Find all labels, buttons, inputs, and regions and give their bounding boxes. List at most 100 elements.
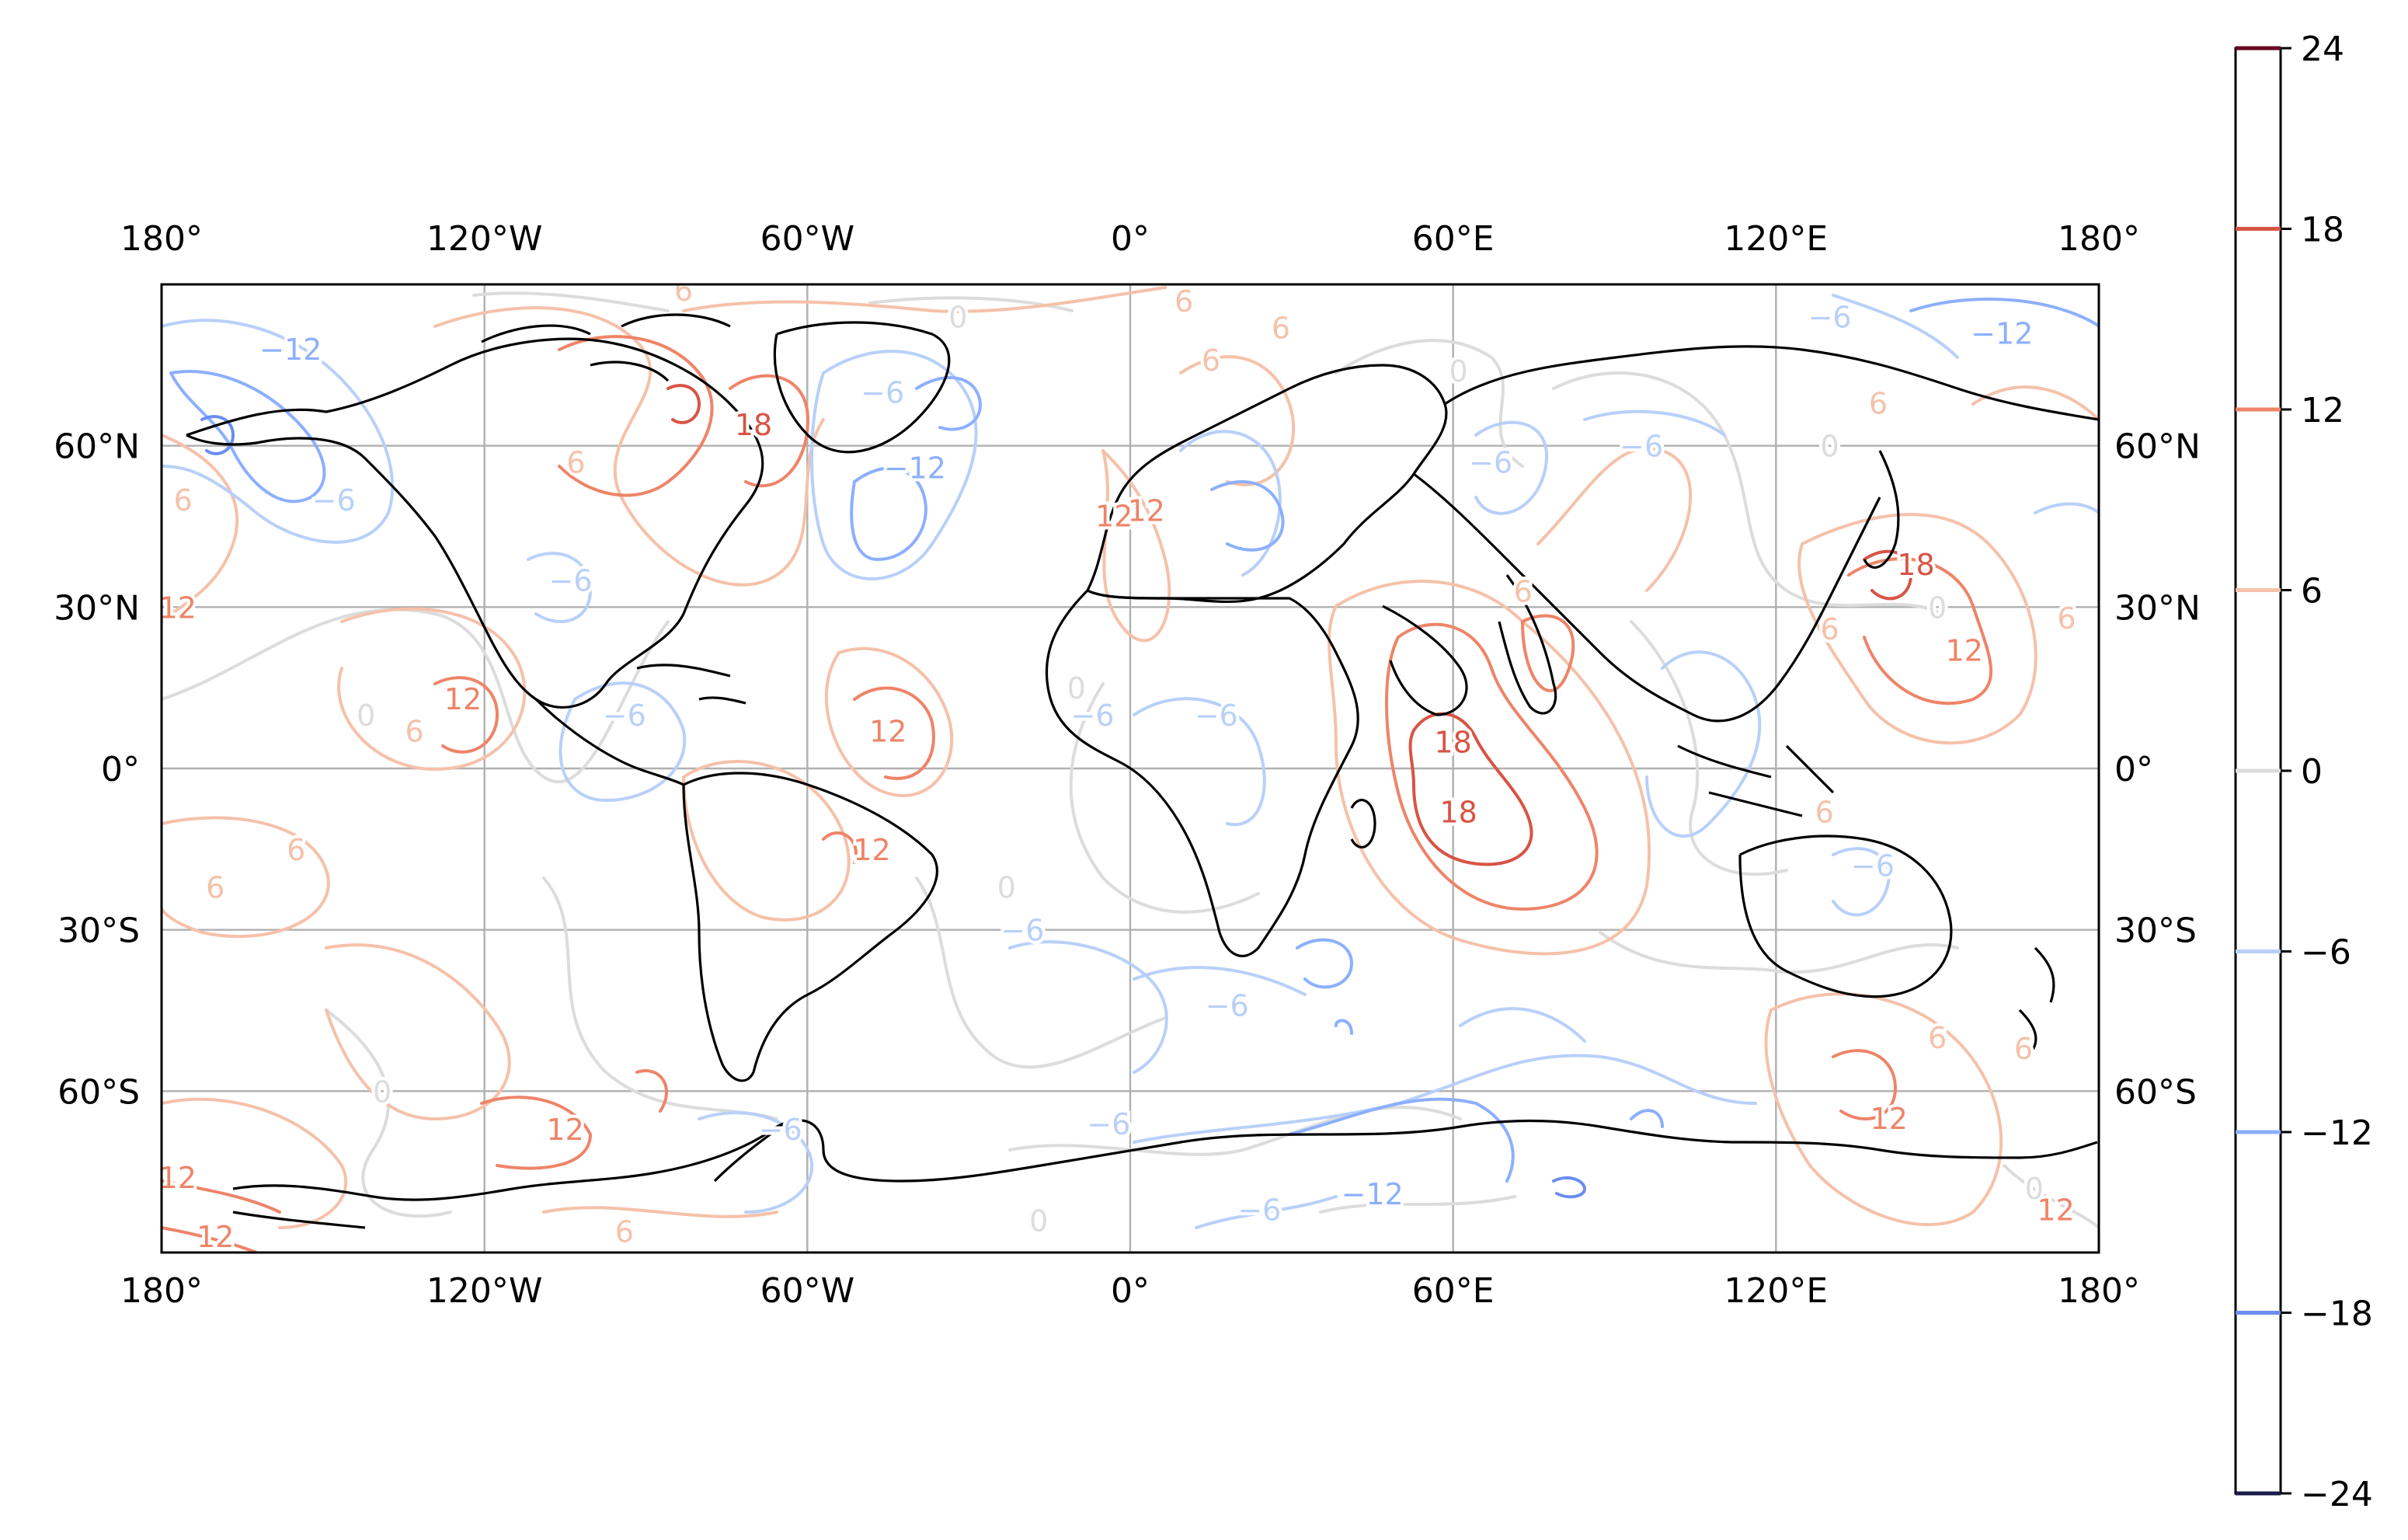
contour-line xyxy=(162,1226,258,1253)
colorbar-tick-label: 18 xyxy=(2301,211,2344,250)
coastline-arabia xyxy=(1382,605,1468,716)
longitude-tick-label-bottom: 60°E xyxy=(1412,1271,1495,1311)
contour-label: 6 xyxy=(1815,795,1834,829)
contour-line xyxy=(698,1111,814,1214)
contour-label: 0 xyxy=(2025,1172,2044,1206)
contour-label: 12 xyxy=(546,1113,583,1147)
contour-line xyxy=(1599,931,1959,974)
contour-line xyxy=(1909,298,2099,328)
longitude-tick-label-top: 60°W xyxy=(760,219,855,259)
contour-label: 18 xyxy=(735,408,772,442)
contour-line xyxy=(1630,1109,1664,1128)
contour-line xyxy=(162,608,670,784)
contour-label: 12 xyxy=(197,1220,234,1254)
longitude-tick-label-top: 120°W xyxy=(426,219,543,259)
contour-label: −6 xyxy=(1851,849,1895,883)
contour-level-0 xyxy=(162,291,2099,1229)
contour-line xyxy=(1536,446,1693,592)
contour-line xyxy=(1334,339,1524,468)
colorbar-ticks: 24 18 12 6 0 −6 −12 −18 −24 xyxy=(2281,30,2373,1514)
contour-label: 6 xyxy=(1514,575,1533,609)
contour-line xyxy=(2003,1164,2099,1229)
latitude-tick-label-right: 0° xyxy=(2114,750,2153,789)
coastline-india xyxy=(1498,574,1557,715)
contour-line xyxy=(1645,650,1762,838)
contour-line xyxy=(527,552,592,623)
contour-line xyxy=(1133,697,1266,827)
contour-line xyxy=(200,415,235,455)
contour-line xyxy=(1847,557,1992,706)
contour-label: 0 xyxy=(1928,591,1947,625)
contour-line xyxy=(433,676,499,754)
colorbar-tick-label: −18 xyxy=(2301,1294,2373,1334)
contour-label: 6 xyxy=(615,1214,634,1249)
contour-line xyxy=(1069,682,1260,914)
longitude-tick-label-bottom: 60°W xyxy=(760,1271,855,1311)
contour-line xyxy=(1195,1195,1338,1229)
colorbar-tick-label: 6 xyxy=(2301,572,2323,611)
latitude-tick-label-left: 30°N xyxy=(54,588,140,628)
contour-line xyxy=(162,816,330,939)
graticule xyxy=(162,284,2099,1253)
contour-line xyxy=(1133,1054,1757,1144)
colorbar-tick-label: −12 xyxy=(2301,1113,2373,1153)
latitude-tick-label-right: 60°N xyxy=(2114,427,2201,467)
latitude-tick-label-left: 60°S xyxy=(57,1072,140,1112)
contour-line xyxy=(666,384,701,424)
contour-line xyxy=(169,370,326,503)
contour-label: 12 xyxy=(2037,1193,2074,1228)
colorbar-tick-label: 0 xyxy=(2301,752,2323,792)
contour-label: 12 xyxy=(444,682,482,716)
latitude-tick-label-left: 0° xyxy=(101,750,140,789)
contour-label: 6 xyxy=(174,483,193,517)
contour-label: 18 xyxy=(1439,795,1477,829)
coastline-japan xyxy=(1863,450,1900,569)
coastline-asia xyxy=(1413,345,2099,723)
contour-line xyxy=(480,1096,592,1170)
contour-line xyxy=(1552,1176,1586,1199)
coastline-greenland xyxy=(773,321,951,454)
contour-label: 12 xyxy=(869,715,906,749)
contour-label: 12 xyxy=(159,1161,197,1195)
contour-label: −6 xyxy=(548,564,592,598)
contour-label: 0 xyxy=(373,1075,391,1109)
contour-line xyxy=(325,943,511,1120)
contour-label: 12 xyxy=(1946,634,1983,668)
contour-label: 0 xyxy=(1821,430,1839,464)
contour-line xyxy=(1288,1097,1515,1183)
contour-label: −6 xyxy=(1237,1193,1281,1228)
contour-level-6 xyxy=(162,286,2099,1229)
contour-level-18 xyxy=(666,384,1912,866)
coastline-south-america xyxy=(682,772,938,1082)
contour-level-minus-6 xyxy=(162,294,2099,1229)
contour-label: 6 xyxy=(2014,1032,2033,1066)
contour-label: 18 xyxy=(1897,548,1934,582)
contour-label: 6 xyxy=(1202,343,1220,378)
contour-label: 6 xyxy=(206,870,224,904)
contour-line xyxy=(1008,940,1168,1074)
contour-line xyxy=(1296,938,1353,989)
contour-label: 12 xyxy=(1095,500,1133,534)
longitude-tick-label-top: 120°E xyxy=(1724,219,1828,259)
contour-label: 6 xyxy=(1869,386,1888,420)
contour-label: −6 xyxy=(1070,699,1114,733)
coastline-antarctica-peninsula xyxy=(713,1117,793,1183)
contour-level-minus-12 xyxy=(169,298,2099,1183)
contour-label: −6 xyxy=(1206,989,1249,1023)
longitude-tick-label-top: 180° xyxy=(2058,219,2140,259)
contour-lines xyxy=(162,286,2099,1253)
contour-line xyxy=(822,831,858,864)
contour-line xyxy=(1583,409,1726,437)
contour-line xyxy=(433,306,825,587)
contour-line xyxy=(1179,355,1296,486)
contour-label: 12 xyxy=(853,833,890,867)
contour-line xyxy=(853,686,935,780)
latitude-tick-label-right: 30°N xyxy=(2114,588,2201,628)
contour-label: −12 xyxy=(884,451,946,485)
contour-label: 6 xyxy=(1928,1021,1947,1055)
contour-line xyxy=(825,646,954,797)
contour-line xyxy=(162,1179,281,1214)
contour-label: −12 xyxy=(1341,1177,1404,1211)
contour-label: 6 xyxy=(1174,284,1193,319)
